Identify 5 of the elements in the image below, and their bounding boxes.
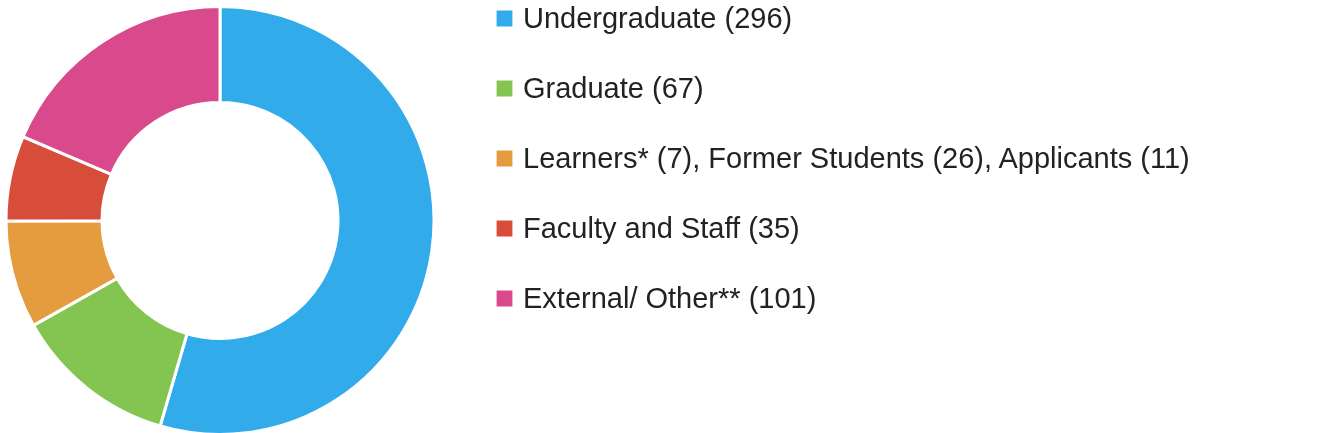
legend-label: External/ Other** (101) <box>523 281 817 314</box>
legend-label: Learners* (7), Former Students (26), Applicants (11) <box>523 141 1190 174</box>
legend-label: Graduate (67) <box>523 71 704 104</box>
legend-label: Faculty and Staff (35) <box>523 211 800 244</box>
legend-label: Undergraduate (296) <box>523 1 793 34</box>
